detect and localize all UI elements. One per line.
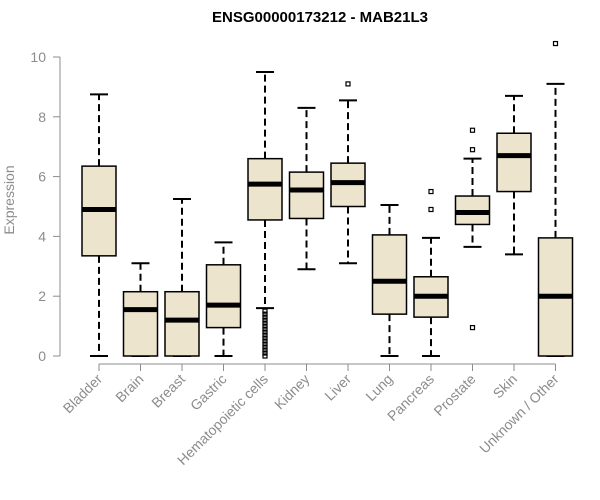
iqr-box [247,157,283,221]
outlier-point [428,188,434,195]
outlier-point [469,324,476,331]
outlier-point [262,317,268,323]
outlier-point [469,127,476,133]
outlier-point [262,308,268,314]
outlier-point [262,332,268,338]
box-lung [371,204,408,357]
outlier-point [262,344,268,350]
iqr-box [371,234,408,315]
box-breast [164,198,200,357]
outlier-point [345,81,351,87]
outlier-point [262,341,268,347]
box-brain [122,262,159,357]
iqr-box [205,264,242,329]
iqr-box [164,290,200,357]
outlier-point [552,40,559,47]
outlier-point [262,323,268,329]
outlier-point [262,335,268,341]
y-tick-label: 10 [30,49,46,65]
box-hematopoietic-cells [247,70,283,359]
outlier-point [262,326,268,332]
box-liver [330,81,366,265]
outlier-point [262,353,268,359]
y-tick-label: 0 [38,348,46,364]
outlier-point [262,350,268,356]
y-tick-label: 6 [38,169,46,185]
iqr-box [288,171,325,220]
x-tick-label: Unknown / Other [476,371,562,457]
x-tick-label: Lung [362,371,395,404]
y-axis-label: Expression [1,165,17,234]
iqr-box [496,132,532,193]
outlier-point [262,347,268,353]
box-pancreas [413,188,449,357]
outlier-point [262,329,268,335]
outlier-point [469,147,476,153]
x-tick-label: Liver [321,371,354,404]
x-tick-label: Kidney [271,371,313,413]
y-tick-label: 2 [38,288,46,304]
outlier-point [262,320,268,326]
boxes-group [81,40,574,359]
outlier-point [428,206,434,213]
y-axis: 0 2 4 6 8 10 [30,49,61,364]
box-gastric [205,241,242,357]
outlier-point [262,311,268,317]
box-skin [496,94,532,256]
x-tick-label: Prostate [430,371,478,419]
box-prostate [454,127,491,331]
outlier-point [262,338,268,344]
x-tick-label: Brain [112,371,146,405]
x-tick-label: Breast [148,371,188,411]
x-tick-label: Skin [490,371,521,402]
box-unknown-other [537,40,574,357]
outlier-point [262,314,268,320]
chart-title: ENSG00000173212 - MAB21L3 [212,9,428,26]
box-bladder [81,93,117,357]
box-kidney [288,106,325,271]
y-tick-label: 8 [38,109,46,125]
y-tick-label: 4 [38,228,46,244]
x-tick-label: Bladder [60,371,106,417]
iqr-box [122,290,159,357]
